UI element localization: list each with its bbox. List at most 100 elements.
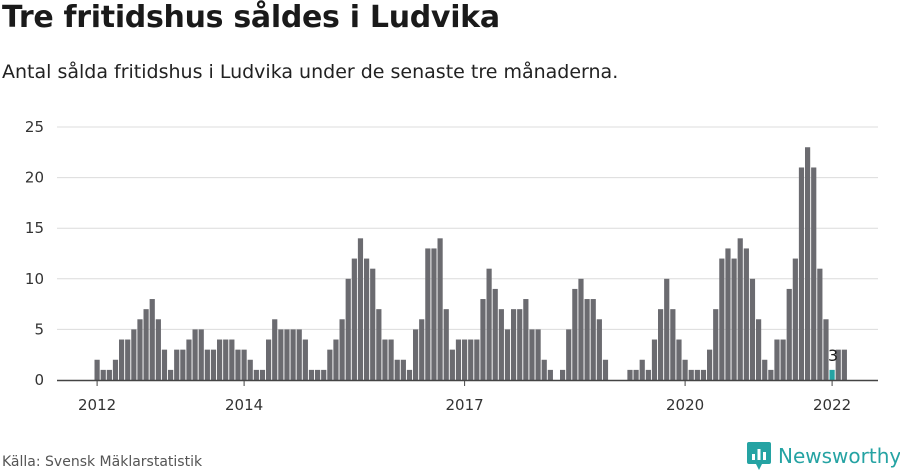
y-tick-label: 10 xyxy=(25,270,44,288)
bar xyxy=(627,369,633,380)
bar xyxy=(462,339,468,380)
bar xyxy=(431,248,437,380)
bar xyxy=(253,369,259,380)
chart-title: Tre fritidshus såldes i Ludvika xyxy=(2,0,500,35)
bar xyxy=(492,288,498,380)
y-tick-label: 25 xyxy=(25,118,44,136)
bar xyxy=(131,329,137,380)
bar xyxy=(419,319,425,380)
bar xyxy=(272,319,278,380)
bar xyxy=(504,329,511,380)
bar xyxy=(756,319,762,380)
bar xyxy=(566,329,572,380)
bar xyxy=(688,369,694,380)
bar xyxy=(210,349,217,380)
bar xyxy=(468,339,474,380)
y-tick-label: 5 xyxy=(34,320,44,338)
bar xyxy=(406,369,413,380)
bar-highlight xyxy=(829,369,835,380)
bar xyxy=(180,349,186,380)
bar xyxy=(443,309,449,380)
bar xyxy=(223,339,229,380)
highlight-value-label: 3 xyxy=(828,346,838,365)
source-note: Källa: Svensk Mäklarstatistik xyxy=(2,454,203,470)
bar xyxy=(676,339,682,380)
bar xyxy=(749,278,756,380)
bar xyxy=(259,369,266,380)
bar xyxy=(762,359,768,380)
bar xyxy=(578,278,584,380)
bar xyxy=(707,349,713,380)
chart-subtitle: Antal sålda fritidshus i Ludvika under d… xyxy=(2,61,619,83)
bar xyxy=(841,349,847,380)
bar xyxy=(198,329,204,380)
bar xyxy=(639,359,645,380)
x-tick-label: 2014 xyxy=(225,396,263,414)
bar xyxy=(743,248,749,380)
bar xyxy=(517,309,523,380)
bar xyxy=(315,369,321,380)
bar xyxy=(651,339,658,380)
bar xyxy=(425,248,431,380)
bar xyxy=(700,369,707,380)
bar xyxy=(174,349,180,380)
bar xyxy=(266,339,272,380)
x-tick-label: 2017 xyxy=(446,396,484,414)
bar xyxy=(535,329,541,380)
bar xyxy=(798,167,805,380)
x-tick-label: 2022 xyxy=(813,396,851,414)
bar xyxy=(351,258,357,380)
bar xyxy=(713,309,719,380)
bar xyxy=(437,238,443,380)
bar xyxy=(394,359,400,380)
bar xyxy=(498,309,504,380)
bar xyxy=(290,329,296,380)
bar xyxy=(682,359,688,380)
x-tick-label: 2020 xyxy=(666,396,704,414)
bar xyxy=(805,147,811,380)
bar xyxy=(400,359,406,380)
bar xyxy=(247,359,253,380)
brand-logo: Newsworthy xyxy=(746,441,900,471)
bar xyxy=(596,319,602,380)
bar xyxy=(241,349,247,380)
bar xyxy=(137,319,143,380)
y-tick-label: 0 xyxy=(34,371,44,389)
bar xyxy=(645,369,651,380)
bar xyxy=(125,339,131,380)
bar xyxy=(192,329,198,380)
bar xyxy=(229,339,235,380)
bar xyxy=(296,329,302,380)
bar xyxy=(572,288,578,380)
bar xyxy=(590,299,596,380)
y-tick-label: 15 xyxy=(25,219,44,237)
bar xyxy=(823,319,829,380)
bar xyxy=(370,268,376,380)
bar xyxy=(786,288,792,380)
bar xyxy=(161,349,168,380)
bar xyxy=(737,238,743,380)
bar xyxy=(694,369,700,380)
bar xyxy=(792,258,798,380)
bar xyxy=(774,339,780,380)
bar xyxy=(357,238,364,380)
bar xyxy=(658,309,664,380)
bar xyxy=(149,299,155,380)
bar xyxy=(474,339,480,380)
bar xyxy=(768,369,774,380)
bar xyxy=(168,369,174,380)
bar xyxy=(817,268,823,380)
x-tick-label: 2012 xyxy=(78,396,116,414)
bar xyxy=(106,369,112,380)
bar xyxy=(449,349,455,380)
bar xyxy=(523,299,529,380)
bar xyxy=(511,309,517,380)
bar xyxy=(486,268,492,380)
bar xyxy=(302,339,308,380)
bar xyxy=(284,329,290,380)
bar xyxy=(584,299,590,380)
bar xyxy=(235,349,241,380)
bar xyxy=(186,339,192,380)
bar xyxy=(327,349,333,380)
bar xyxy=(670,309,676,380)
